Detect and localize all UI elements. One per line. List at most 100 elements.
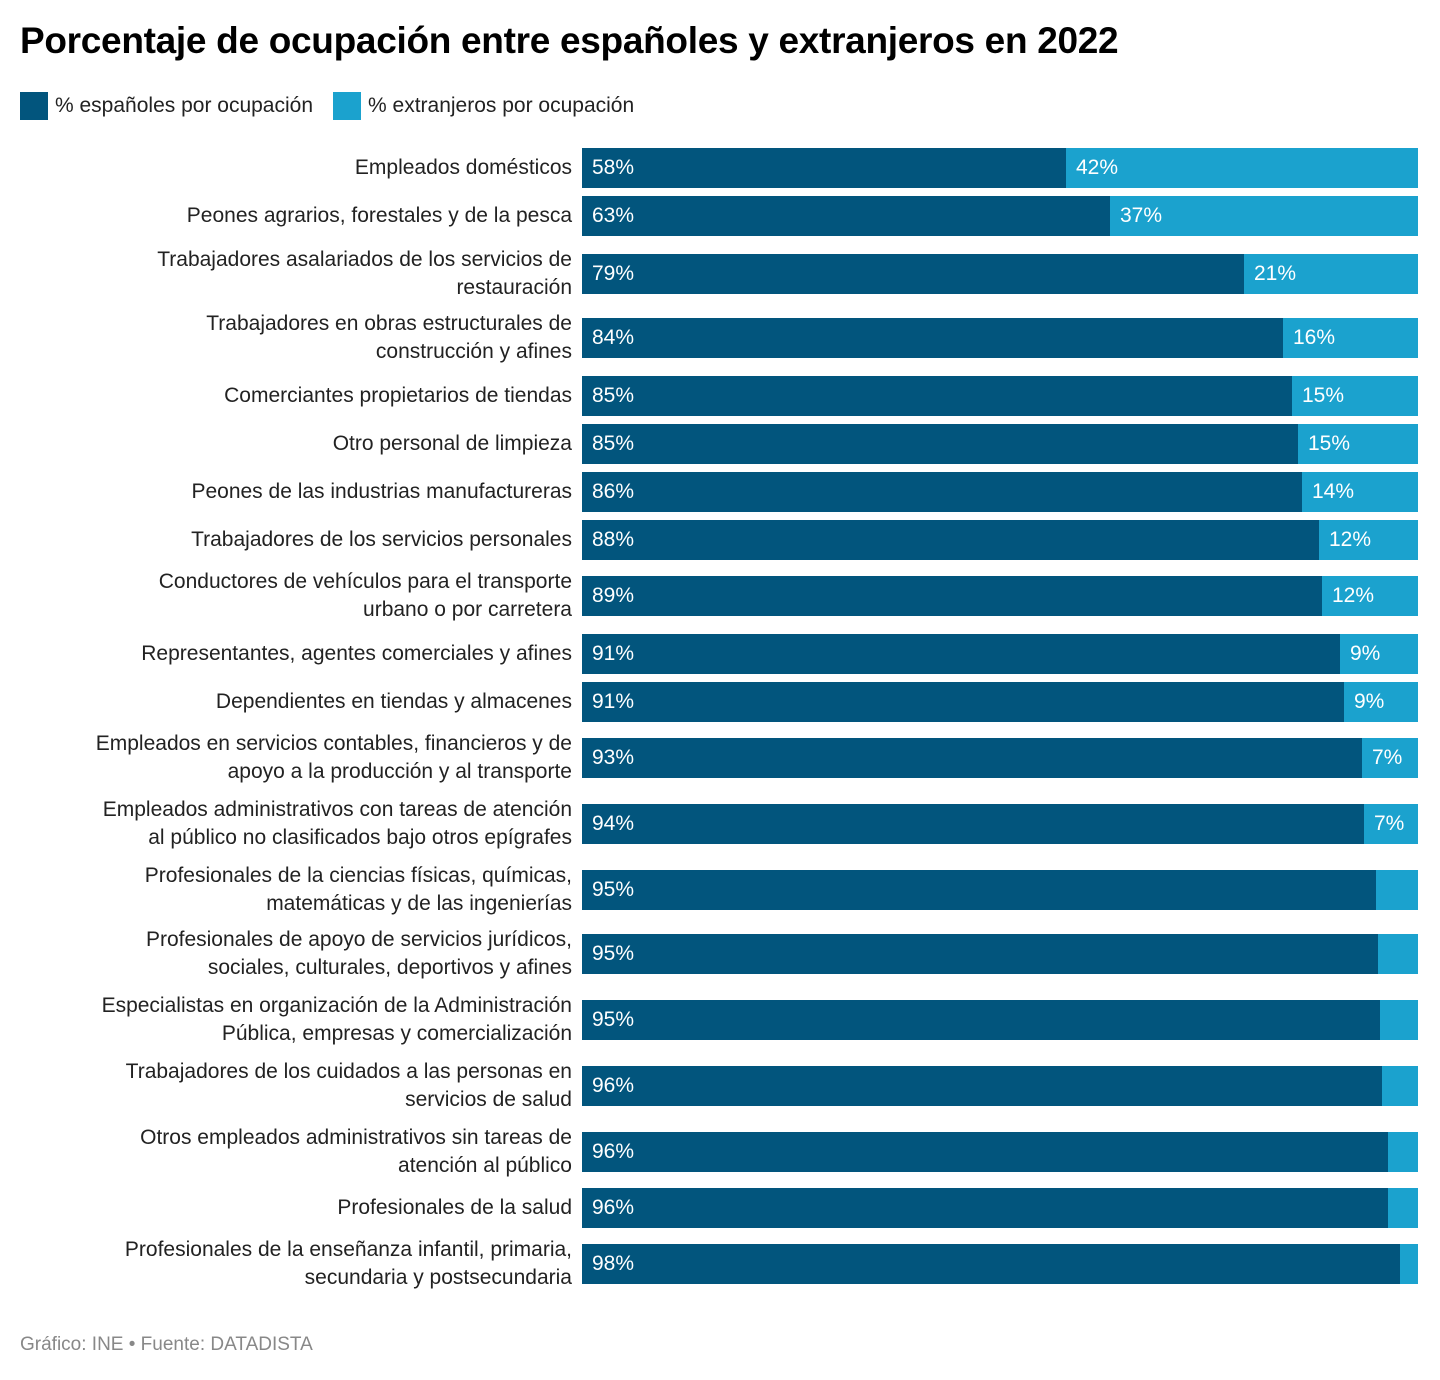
category-label: Trabajadores en obras estructurales de co… xyxy=(2,310,572,366)
category-label-line: secundaria y postsecundaria xyxy=(304,1266,572,1289)
bar-espanoles xyxy=(582,934,1378,974)
bar-espanoles xyxy=(582,424,1298,464)
bar-extranjeros xyxy=(1388,1188,1418,1228)
category-label-line: matemáticas y de las ingenierías xyxy=(266,892,572,915)
category-label: Especialistas en organización de la Admi… xyxy=(2,992,572,1048)
legend-swatch-espanoles xyxy=(20,92,48,120)
category-label: Otro personal de limpieza xyxy=(2,430,572,458)
category-label-line: Peones agrarios, forestales y de la pesc… xyxy=(186,204,572,227)
category-label-line: servicios de salud xyxy=(405,1088,572,1111)
source-credit: Gráfico: INE • Fuente: DATADISTA xyxy=(20,1334,313,1355)
bar-extranjeros xyxy=(1340,634,1418,674)
bar-extranjeros xyxy=(1388,1132,1418,1172)
data-label-extranjeros: 9% xyxy=(1354,690,1385,713)
data-label-espanoles: 85% xyxy=(592,384,635,407)
category-label-line: Empleados administrativos con tareas de … xyxy=(102,798,572,821)
bar-extranjeros xyxy=(1298,424,1418,464)
data-label-espanoles: 96% xyxy=(592,1074,635,1097)
data-label-extranjeros: 16% xyxy=(1293,326,1336,349)
bar-espanoles xyxy=(582,254,1244,294)
bar-extranjeros xyxy=(1364,804,1418,844)
data-label-espanoles: 86% xyxy=(592,480,635,503)
bar-espanoles xyxy=(582,1244,1400,1284)
data-label-espanoles: 93% xyxy=(592,746,635,769)
category-label: Representantes, agentes comerciales y af… xyxy=(2,640,572,668)
category-label-line: Especialistas en organización de la Admi… xyxy=(101,994,572,1017)
category-label: Profesionales de la salud xyxy=(2,1194,572,1222)
bar-extranjeros xyxy=(1322,576,1418,616)
data-label-espanoles: 91% xyxy=(592,642,635,665)
category-label: Peones de las industrias manufactureras xyxy=(2,478,572,506)
bar-espanoles xyxy=(582,472,1302,512)
bar-espanoles xyxy=(582,520,1319,560)
data-label-extranjeros: 37% xyxy=(1120,204,1163,227)
data-label-extranjeros: 21% xyxy=(1254,262,1297,285)
category-label: Dependientes en tiendas y almacenes xyxy=(2,688,572,716)
category-label: Profesionales de la enseñanza infantil, … xyxy=(2,1236,572,1292)
category-label: Comerciantes propietarios de tiendas xyxy=(2,382,572,410)
bar-extranjeros xyxy=(1244,254,1418,294)
category-label-line: Peones de las industrias manufactureras xyxy=(191,480,572,503)
category-label-line: urbano o por carretera xyxy=(363,598,572,621)
bar-espanoles xyxy=(582,682,1344,722)
category-label-line: Trabajadores de los cuidados a las perso… xyxy=(125,1060,572,1083)
category-label-line: construcción y afines xyxy=(375,340,572,363)
data-label-espanoles: 95% xyxy=(592,1008,635,1031)
category-label-line: Profesionales de apoyo de servicios jurí… xyxy=(145,928,572,951)
data-label-espanoles: 94% xyxy=(592,812,635,835)
category-label: Empleados administrativos con tareas de … xyxy=(2,796,572,852)
data-label-espanoles: 95% xyxy=(592,942,635,965)
category-label: Trabajadores de los cuidados a las perso… xyxy=(2,1058,572,1114)
category-label-line: Dependientes en tiendas y almacenes xyxy=(215,690,572,713)
bar-extranjeros xyxy=(1319,520,1418,560)
data-label-espanoles: 84% xyxy=(592,326,635,349)
legend-item-espanoles: % españoles por ocupación xyxy=(20,92,313,120)
bar-extranjeros xyxy=(1382,1066,1418,1106)
data-label-extranjeros: 15% xyxy=(1302,384,1345,407)
data-label-espanoles: 88% xyxy=(592,528,635,551)
category-label: Conductores de vehículos para el transpo… xyxy=(2,568,572,624)
bar-extranjeros xyxy=(1283,318,1418,358)
bar-extranjeros xyxy=(1376,870,1418,910)
category-label: Empleados en servicios contables, financ… xyxy=(2,730,572,786)
category-label-line: Empleados en servicios contables, financ… xyxy=(95,732,572,755)
bar-extranjeros xyxy=(1380,1000,1418,1040)
category-label: Profesionales de la ciencias físicas, qu… xyxy=(2,862,572,918)
chart-title: Porcentaje de ocupación entre españoles … xyxy=(20,20,1119,61)
data-label-espanoles: 58% xyxy=(592,156,635,179)
bar-espanoles xyxy=(582,1132,1388,1172)
stacked-bar-chart: Empleados domésticos 58% 42% Peones agrario… xyxy=(2,148,1418,1292)
category-label-line: Trabajadores asalariados de los servicio… xyxy=(157,248,572,271)
data-label-espanoles: 96% xyxy=(592,1140,635,1163)
bar-extranjeros xyxy=(1378,934,1418,974)
category-label-line: Representantes, agentes comerciales y af… xyxy=(141,642,572,665)
bar-extranjeros xyxy=(1400,1244,1418,1284)
data-label-espanoles: 89% xyxy=(592,584,635,607)
bar-extranjeros xyxy=(1344,682,1418,722)
bar-espanoles xyxy=(582,196,1110,236)
legend-label-espanoles: % españoles por ocupación xyxy=(55,94,314,117)
data-label-extranjeros: 42% xyxy=(1076,156,1119,179)
category-label-line: Pública, empresas y comercialización xyxy=(221,1022,572,1045)
category-label-line: al público no clasificados bajo otros ep… xyxy=(148,826,572,849)
category-label-line: Otros empleados administrativos sin tare… xyxy=(140,1126,572,1149)
bar-espanoles xyxy=(582,1188,1388,1228)
data-label-extranjeros: 7% xyxy=(1372,746,1403,769)
category-label-line: Profesionales de la salud xyxy=(337,1196,572,1219)
bar-extranjeros xyxy=(1110,196,1418,236)
category-label-line: restauración xyxy=(456,276,572,299)
category-label-line: Empleados domésticos xyxy=(354,156,572,179)
data-label-extranjeros: 14% xyxy=(1312,480,1355,503)
data-label-espanoles: 85% xyxy=(592,432,635,455)
category-label: Trabajadores asalariados de los servicio… xyxy=(2,246,572,302)
category-label: Profesionales de apoyo de servicios jurí… xyxy=(2,926,572,982)
data-label-extranjeros: 12% xyxy=(1332,584,1375,607)
category-label: Empleados domésticos xyxy=(2,154,572,182)
legend-item-extranjeros: % extranjeros por ocupación xyxy=(333,92,634,120)
bar-espanoles xyxy=(582,148,1066,188)
category-label-line: Profesionales de la ciencias físicas, qu… xyxy=(144,864,572,887)
data-label-espanoles: 79% xyxy=(592,262,635,285)
category-label-line: Otro personal de limpieza xyxy=(332,432,572,455)
data-label-espanoles: 98% xyxy=(592,1252,635,1275)
bar-espanoles xyxy=(582,804,1364,844)
